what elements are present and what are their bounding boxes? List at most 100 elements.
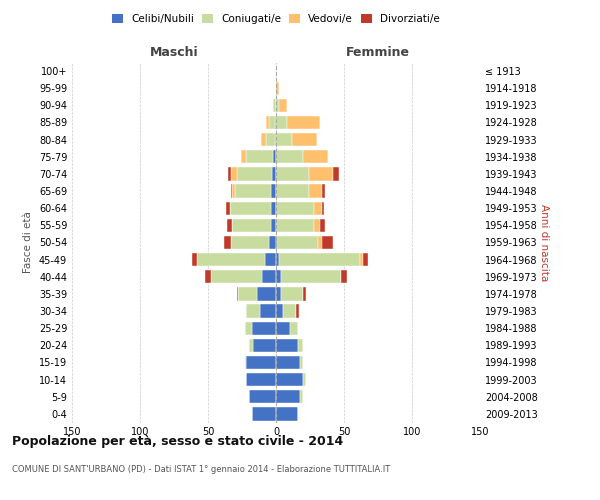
Text: Femmine: Femmine bbox=[346, 46, 410, 59]
Bar bbox=[276, 184, 308, 198]
Bar bbox=[296, 304, 299, 318]
Bar bbox=[246, 150, 273, 164]
Bar bbox=[287, 116, 320, 129]
Bar bbox=[298, 338, 303, 352]
Text: Popolazione per età, sesso e stato civile - 2014: Popolazione per età, sesso e stato civil… bbox=[12, 435, 343, 448]
Bar bbox=[322, 202, 323, 215]
Bar bbox=[231, 184, 232, 198]
Legend: Celibi/Nubili, Coniugati/e, Vedovi/e, Divorziati/e: Celibi/Nubili, Coniugati/e, Vedovi/e, Di… bbox=[108, 10, 444, 29]
Bar bbox=[276, 116, 287, 129]
Bar bbox=[276, 338, 298, 352]
Bar bbox=[276, 270, 281, 283]
Bar bbox=[276, 236, 277, 249]
Bar bbox=[303, 150, 328, 164]
Bar bbox=[275, 133, 276, 146]
Bar bbox=[232, 184, 235, 198]
Text: COMUNE DI SANT'URBANO (PD) - Dati ISTAT 1° gennaio 2014 - Elaborazione TUTTITALI: COMUNE DI SANT'URBANO (PD) - Dati ISTAT … bbox=[12, 465, 390, 474]
Bar bbox=[260, 304, 276, 318]
Bar bbox=[276, 202, 314, 215]
Bar bbox=[276, 356, 301, 369]
Bar bbox=[231, 167, 236, 180]
Bar bbox=[205, 270, 211, 283]
Bar bbox=[273, 98, 276, 112]
Bar bbox=[314, 202, 322, 215]
Bar bbox=[266, 116, 269, 129]
Bar bbox=[283, 304, 296, 318]
Bar bbox=[246, 304, 260, 318]
Bar bbox=[236, 167, 272, 180]
Bar bbox=[290, 322, 298, 335]
Bar bbox=[276, 218, 314, 232]
Bar bbox=[262, 270, 276, 283]
Bar bbox=[363, 253, 368, 266]
Bar bbox=[230, 202, 271, 215]
Bar bbox=[251, 407, 276, 420]
Bar bbox=[276, 304, 283, 318]
Bar bbox=[266, 133, 275, 146]
Bar bbox=[246, 373, 276, 386]
Bar bbox=[226, 202, 230, 215]
Bar bbox=[322, 184, 325, 198]
Bar bbox=[241, 150, 246, 164]
Bar bbox=[235, 184, 271, 198]
Bar bbox=[227, 218, 232, 232]
Bar bbox=[303, 373, 306, 386]
Bar bbox=[191, 253, 197, 266]
Bar bbox=[273, 150, 276, 164]
Bar bbox=[276, 390, 301, 404]
Bar bbox=[303, 287, 306, 300]
Bar bbox=[271, 218, 276, 232]
Bar bbox=[314, 218, 320, 232]
Bar bbox=[276, 373, 303, 386]
Bar bbox=[333, 167, 338, 180]
Bar bbox=[249, 390, 276, 404]
Bar bbox=[257, 287, 276, 300]
Bar bbox=[197, 253, 265, 266]
Bar bbox=[322, 236, 333, 249]
Bar bbox=[245, 322, 251, 335]
Bar bbox=[361, 253, 363, 266]
Bar bbox=[246, 356, 276, 369]
Bar bbox=[276, 133, 292, 146]
Bar bbox=[269, 116, 275, 129]
Bar bbox=[276, 167, 308, 180]
Bar bbox=[251, 322, 276, 335]
Bar bbox=[269, 236, 276, 249]
Bar bbox=[271, 184, 276, 198]
Bar bbox=[271, 202, 276, 215]
Bar bbox=[318, 236, 322, 249]
Bar bbox=[249, 338, 253, 352]
Bar bbox=[245, 356, 246, 369]
Bar bbox=[229, 167, 231, 180]
Bar bbox=[276, 287, 281, 300]
Bar bbox=[276, 407, 298, 420]
Bar bbox=[261, 133, 266, 146]
Bar bbox=[341, 270, 347, 283]
Bar bbox=[224, 236, 231, 249]
Bar bbox=[272, 167, 276, 180]
Bar bbox=[238, 287, 257, 300]
Bar bbox=[308, 184, 322, 198]
Bar bbox=[292, 133, 317, 146]
Bar bbox=[265, 253, 276, 266]
Bar bbox=[231, 236, 269, 249]
Bar bbox=[276, 82, 279, 95]
Bar bbox=[275, 116, 276, 129]
Bar bbox=[320, 218, 325, 232]
Bar bbox=[253, 338, 276, 352]
Bar bbox=[276, 98, 279, 112]
Bar bbox=[279, 253, 361, 266]
Bar bbox=[281, 270, 341, 283]
Bar bbox=[301, 356, 303, 369]
Bar bbox=[276, 322, 290, 335]
Bar bbox=[232, 218, 271, 232]
Bar bbox=[279, 98, 287, 112]
Bar bbox=[281, 287, 303, 300]
Y-axis label: Anni di nascita: Anni di nascita bbox=[539, 204, 549, 281]
Bar bbox=[276, 150, 303, 164]
Bar bbox=[276, 253, 279, 266]
Y-axis label: Fasce di età: Fasce di età bbox=[23, 212, 33, 274]
Bar bbox=[308, 167, 333, 180]
Bar bbox=[301, 390, 303, 404]
Bar bbox=[277, 236, 318, 249]
